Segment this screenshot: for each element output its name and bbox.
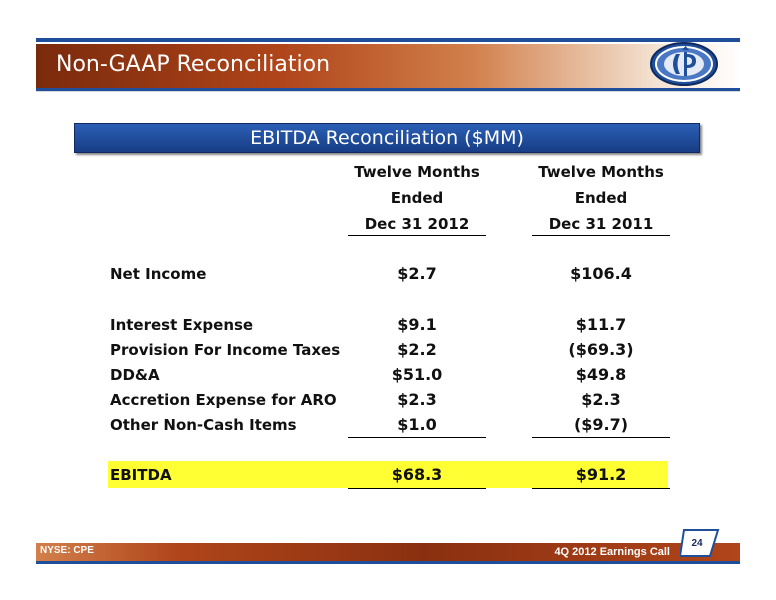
col-2012-header-line3: Dec 31 2012 [364,215,470,233]
section-title: EBITDA Reconciliation ($MM) [250,127,524,149]
col-2011-header-line2: Ended [574,189,628,207]
row-aro-label: Accretion Expense for ARO [110,391,337,409]
company-logo-icon [650,42,718,86]
row-taxes-label: Provision For Income Taxes [110,341,341,359]
total-underline-2011 [532,488,670,489]
row-dda-2011: $49.8 [575,365,627,384]
row-noncash-2012: $1.0 [397,415,437,434]
col-2011-header-line1: Twelve Months [538,163,664,181]
row-ebitda-2011: $91.2 [575,465,627,484]
row-interest-2011: $11.7 [575,315,627,334]
footer-rule [36,561,740,564]
row-dda-label: DD&A [110,366,160,384]
footer-band [36,543,740,561]
row-net-income-label: Net Income [110,265,207,283]
row-aro-2012: $2.3 [397,390,437,409]
page-tab-icon [680,529,720,557]
subtotal-underline-2012 [348,437,486,438]
row-noncash-2011: ($9.7) [573,415,629,434]
footer-ticker: NYSE: CPE [40,545,94,556]
footer-event: 4Q 2012 Earnings Call [554,546,670,558]
row-net-income-2012: $2.7 [397,264,437,283]
row-aro-2011: $2.3 [581,390,621,409]
col-2012-header-underline [348,235,486,236]
col-2012-header-line1: Twelve Months [354,163,480,181]
row-ebitda-label: EBITDA [110,466,172,484]
col-2011-header-line3: Dec 31 2011 [548,215,654,233]
subtotal-underline-2011 [532,437,670,438]
row-interest-label: Interest Expense [110,316,254,334]
col-2011-header-underline [532,235,670,236]
header-bottom-rule [36,88,740,91]
row-taxes-2012: $2.2 [397,340,437,359]
row-noncash-label: Other Non-Cash Items [110,416,297,434]
col-2012-header-line2: Ended [390,189,444,207]
row-ebitda-2012: $68.3 [391,465,443,484]
header-top-rule [36,38,740,42]
row-taxes-2011: ($69.3) [568,340,634,359]
row-interest-2012: $9.1 [397,315,437,334]
total-underline-2012 [348,488,486,489]
section-title-bar [74,123,700,153]
page-title: Non-GAAP Reconciliation [56,52,331,77]
row-dda-2012: $51.0 [391,365,443,384]
title-band [36,44,740,88]
page-number: 24 [691,538,703,549]
row-net-income-2011: $106.4 [570,264,632,283]
ebitda-highlight [108,461,668,488]
